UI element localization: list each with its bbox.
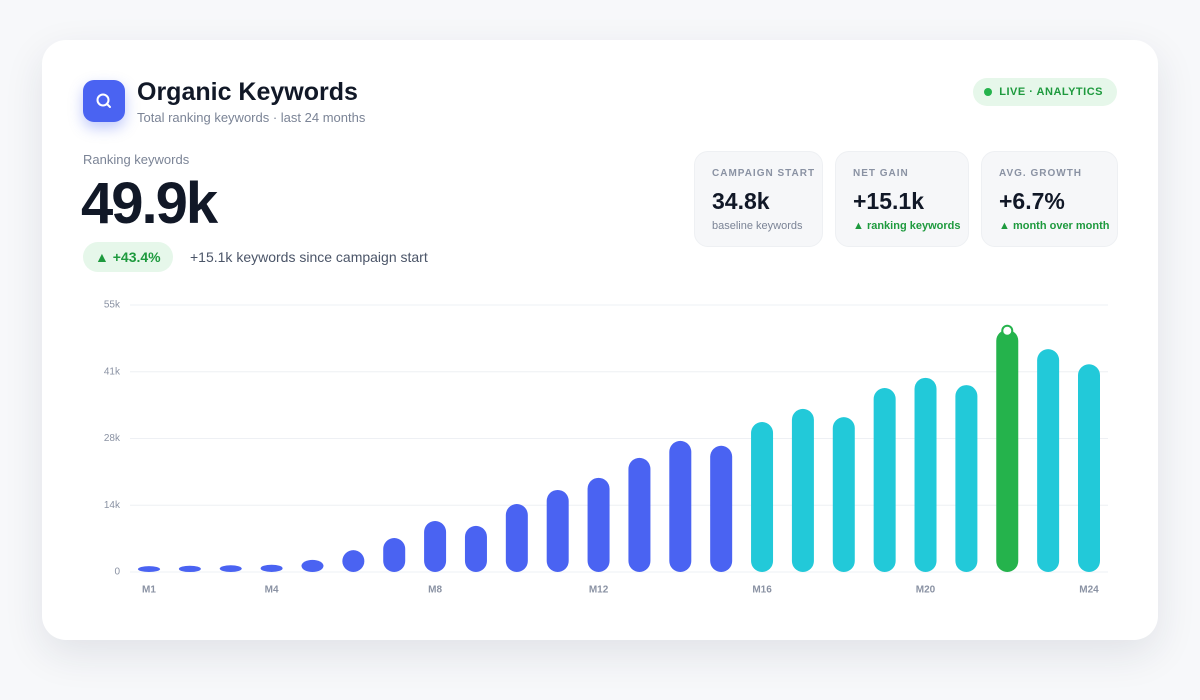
y-tick-label: 28k (104, 433, 121, 444)
stat-note: ▲ month over month (999, 220, 1110, 232)
bar (955, 385, 978, 572)
x-tick-label: M24 (1079, 585, 1099, 596)
bar (710, 445, 733, 572)
x-tick-label: M16 (752, 585, 772, 596)
bar (342, 550, 365, 572)
highlight-marker (1001, 324, 1014, 337)
search-icon (83, 80, 125, 122)
x-tick-label: M20 (916, 585, 936, 596)
bar (832, 417, 855, 572)
bar (587, 477, 610, 572)
stat-note: baseline keywords (712, 220, 803, 232)
stat-label: CAMPAIGN START (712, 168, 816, 179)
change-pill: ▲ +43.4% (83, 242, 173, 272)
bar (424, 521, 447, 572)
bar (914, 377, 937, 572)
bar (505, 504, 528, 572)
stat-card: NET GAIN +15.1k ▲ ranking keywords (835, 151, 969, 247)
stat-value: 34.8k (712, 188, 770, 214)
bar (464, 525, 487, 572)
stat-value: +6.7% (999, 188, 1065, 214)
y-tick-label: 55k (104, 300, 121, 311)
bar (996, 329, 1019, 572)
x-tick-label: M1 (142, 585, 156, 596)
bar (628, 457, 651, 572)
y-tick-label: 14k (104, 500, 121, 511)
y-tick-label: 0 (114, 567, 120, 578)
bar (383, 538, 406, 572)
x-tick-label: M12 (589, 585, 609, 596)
title: Organic Keywords (137, 78, 358, 106)
summary-label: Ranking keywords (83, 152, 190, 167)
y-tick-label: 41k (104, 366, 121, 377)
summary-value: 49.9k (81, 171, 218, 236)
stat-label: NET GAIN (853, 168, 909, 179)
change-note: +15.1k keywords since campaign start (190, 249, 428, 265)
bar (138, 566, 160, 572)
bar (1037, 349, 1060, 572)
subtitle: Total ranking keywords · last 24 months (137, 110, 366, 125)
stat-label: AVG. GROWTH (999, 168, 1083, 179)
bar (546, 489, 569, 572)
stat-card: CAMPAIGN START 34.8k baseline keywords (694, 151, 823, 247)
bar (1078, 364, 1100, 572)
bar (751, 421, 774, 572)
x-tick-label: M8 (428, 585, 442, 596)
x-tick-label: M4 (265, 585, 279, 596)
bar (260, 564, 283, 572)
bar (873, 388, 896, 572)
stat-value: +15.1k (853, 188, 924, 214)
bar (669, 440, 692, 572)
bar (791, 408, 814, 572)
stat-note: ▲ ranking keywords (853, 220, 961, 232)
bar (219, 565, 242, 572)
stat-card: AVG. GROWTH +6.7% ▲ month over month (981, 151, 1118, 247)
bar (178, 565, 201, 572)
bar (301, 559, 324, 572)
live-badge: LIVE · ANALYTICS (973, 78, 1117, 106)
